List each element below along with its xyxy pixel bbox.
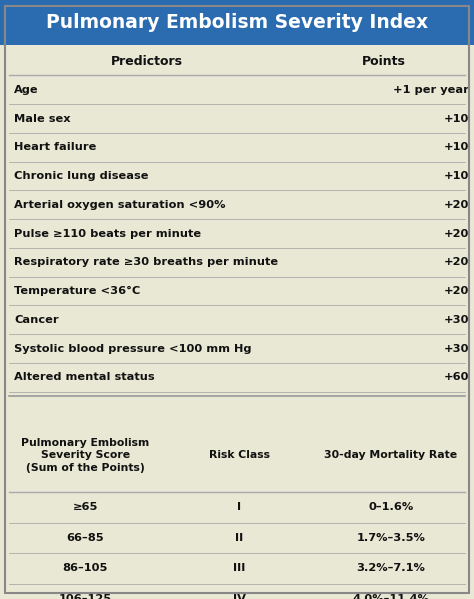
Text: I: I — [237, 503, 241, 512]
Text: Chronic lung disease: Chronic lung disease — [14, 171, 149, 181]
Text: +30: +30 — [444, 315, 469, 325]
Text: Pulmonary Embolism
Severity Score
(Sum of the Points): Pulmonary Embolism Severity Score (Sum o… — [21, 438, 149, 473]
Text: +60: +60 — [444, 373, 469, 382]
Text: Temperature <36°C: Temperature <36°C — [14, 286, 140, 296]
Text: II: II — [235, 533, 244, 543]
Text: 4.0%–11.4%: 4.0%–11.4% — [353, 594, 429, 599]
Text: Points: Points — [362, 55, 406, 68]
Text: +10: +10 — [444, 114, 469, 123]
Text: 66–85: 66–85 — [66, 533, 104, 543]
Text: Heart failure: Heart failure — [14, 143, 97, 152]
Text: ≥65: ≥65 — [73, 503, 98, 512]
Text: Altered mental status: Altered mental status — [14, 373, 155, 382]
Text: +20: +20 — [444, 229, 469, 238]
Text: Age: Age — [14, 85, 39, 95]
Text: Pulmonary Embolism Severity Index: Pulmonary Embolism Severity Index — [46, 13, 428, 32]
Text: Risk Class: Risk Class — [209, 450, 270, 461]
Text: Systolic blood pressure <100 mm Hg: Systolic blood pressure <100 mm Hg — [14, 344, 252, 353]
Text: Male sex: Male sex — [14, 114, 71, 123]
Text: +10: +10 — [444, 171, 469, 181]
Text: 106–125: 106–125 — [59, 594, 112, 599]
Text: Cancer: Cancer — [14, 315, 59, 325]
Text: IV: IV — [233, 594, 246, 599]
Text: +30: +30 — [444, 344, 469, 353]
Text: +20: +20 — [444, 258, 469, 267]
Text: III: III — [233, 564, 246, 573]
Text: Respiratory rate ≥30 breaths per minute: Respiratory rate ≥30 breaths per minute — [14, 258, 278, 267]
Text: +20: +20 — [444, 200, 469, 210]
Text: +1 per year: +1 per year — [393, 85, 469, 95]
Text: +20: +20 — [444, 286, 469, 296]
FancyBboxPatch shape — [0, 0, 474, 45]
Text: +10: +10 — [444, 143, 469, 152]
Text: Predictors: Predictors — [111, 55, 183, 68]
Text: Arterial oxygen saturation <90%: Arterial oxygen saturation <90% — [14, 200, 226, 210]
Text: 3.2%–7.1%: 3.2%–7.1% — [356, 564, 426, 573]
Text: 0–1.6%: 0–1.6% — [368, 503, 414, 512]
Text: 30-day Mortality Rate: 30-day Mortality Rate — [325, 450, 457, 461]
Text: 86–105: 86–105 — [63, 564, 108, 573]
Text: Pulse ≥110 beats per minute: Pulse ≥110 beats per minute — [14, 229, 201, 238]
Text: 1.7%–3.5%: 1.7%–3.5% — [356, 533, 426, 543]
